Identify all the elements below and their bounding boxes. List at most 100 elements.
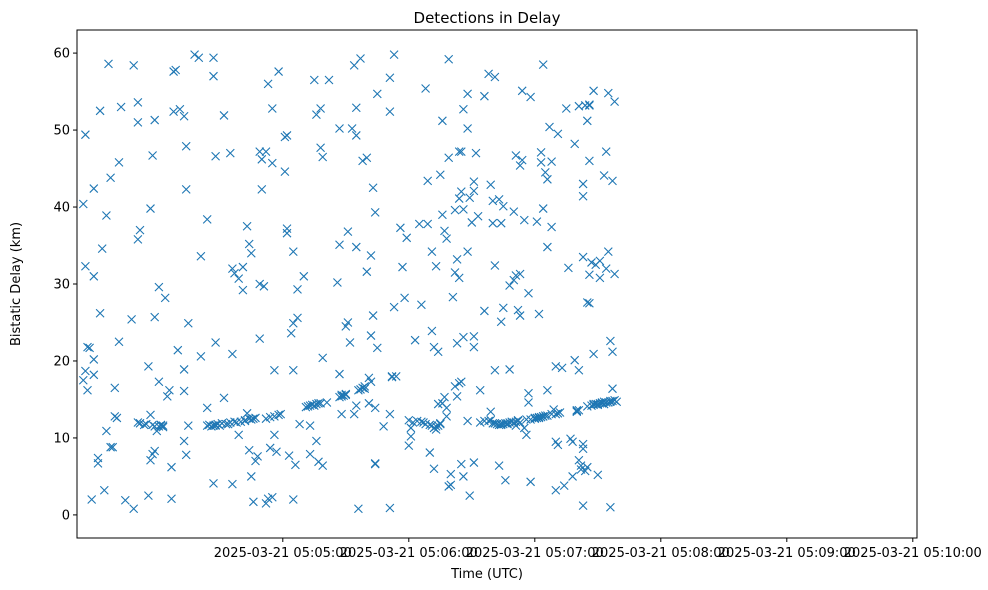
data-point (234, 274, 244, 284)
data-point (366, 251, 376, 260)
data-point (343, 318, 353, 327)
data-point (385, 73, 395, 83)
data-point (391, 371, 401, 381)
data-point (488, 218, 498, 228)
data-point (154, 282, 164, 292)
data-point (498, 201, 508, 211)
data-point (578, 501, 588, 511)
data-point (211, 338, 220, 347)
data-point (463, 247, 472, 257)
data-point (370, 458, 380, 468)
y-tick-label: 50 (53, 124, 70, 139)
data-point (116, 102, 126, 112)
data-point (454, 194, 464, 203)
data-point (515, 269, 525, 279)
data-point (417, 300, 426, 310)
data-point (280, 167, 290, 177)
data-point (582, 462, 592, 472)
data-point (459, 104, 468, 114)
data-point (288, 495, 298, 504)
data-point (404, 415, 414, 425)
data-point (351, 242, 361, 252)
data-point (595, 273, 605, 283)
data-point (417, 417, 426, 427)
data-point (110, 383, 120, 393)
data-point (179, 365, 189, 374)
data-point (293, 284, 302, 294)
chart-title: Detections in Delay (414, 9, 561, 27)
data-point (309, 75, 319, 85)
data-point (585, 101, 594, 110)
data-point (244, 445, 254, 455)
data-point (456, 147, 466, 157)
data-point (585, 270, 594, 280)
data-point (146, 455, 155, 465)
data-point (433, 347, 443, 357)
data-point (519, 215, 529, 225)
data-point (150, 115, 160, 125)
data-point (305, 449, 315, 459)
data-point (242, 221, 252, 231)
data-point (543, 174, 552, 184)
data-point (133, 234, 143, 244)
data-point (456, 459, 466, 469)
y-axis-ticks: 0 10 20 30 40 50 60 (53, 47, 77, 523)
data-point (366, 377, 376, 387)
x-axis-label: Time (UTC) (450, 567, 523, 582)
data-point (385, 409, 395, 419)
data-point (406, 432, 416, 441)
data-point (335, 240, 344, 250)
data-point (517, 86, 527, 96)
data-point (570, 139, 580, 149)
data-point (547, 222, 556, 232)
data-point (259, 281, 269, 291)
data-point (484, 416, 493, 426)
data-point (89, 355, 99, 364)
data-point (305, 421, 315, 431)
data-point (335, 124, 344, 133)
data-point (366, 331, 376, 340)
y-tick-label: 40 (53, 201, 70, 216)
data-point (589, 86, 598, 96)
data-point (316, 143, 325, 153)
data-point (242, 408, 252, 418)
y-tick-label: 30 (53, 278, 70, 293)
x-tick-label: 2025-03-21 05:06:00 (340, 546, 478, 561)
data-point (431, 422, 441, 431)
data-point (517, 155, 527, 165)
data-point (515, 311, 525, 320)
data-point (442, 403, 451, 413)
data-point (450, 205, 460, 215)
data-point (551, 485, 561, 495)
data-point (345, 338, 355, 347)
data-point (444, 153, 454, 163)
data-point (257, 184, 267, 194)
data-point (95, 308, 105, 318)
data-point (114, 157, 124, 167)
data-point (274, 67, 283, 76)
data-point (469, 186, 479, 196)
data-point (312, 436, 321, 446)
data-point (446, 469, 456, 479)
data-point (610, 269, 619, 279)
data-point (423, 176, 433, 186)
data-point (421, 84, 430, 93)
data-point (81, 130, 90, 140)
data-point (459, 204, 468, 214)
data-point (318, 152, 328, 162)
data-point (228, 479, 237, 489)
data-point (543, 385, 552, 395)
data-point (522, 415, 531, 424)
data-point (442, 411, 451, 421)
data-point (465, 491, 475, 501)
data-point (429, 464, 439, 474)
data-point (78, 199, 88, 209)
data-point (431, 261, 441, 271)
data-point (244, 239, 254, 249)
data-point (272, 447, 281, 457)
data-point (480, 91, 489, 101)
data-point (601, 264, 611, 273)
data-point (368, 311, 378, 320)
data-point (293, 313, 302, 323)
data-point (362, 267, 372, 277)
